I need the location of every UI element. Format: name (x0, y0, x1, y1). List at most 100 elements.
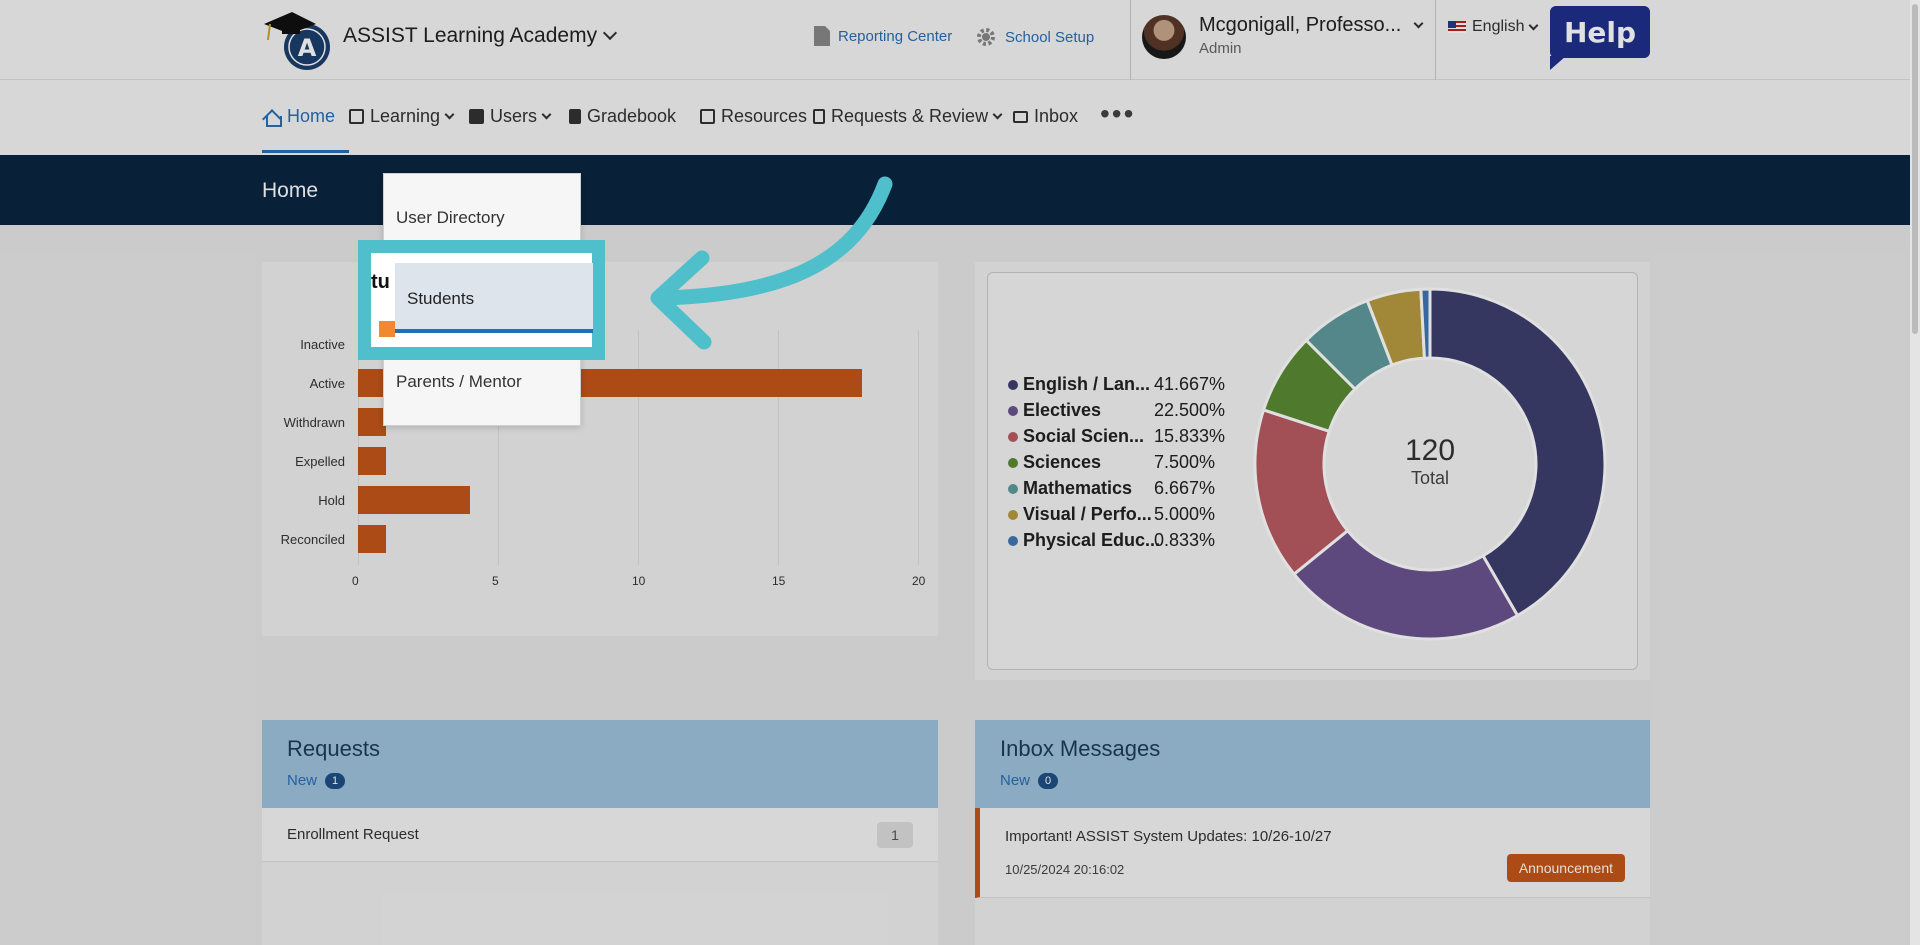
nav-inbox[interactable]: Inbox (1013, 106, 1078, 127)
x-tick-label: 20 (912, 574, 926, 588)
reporting-center-link[interactable]: Reporting Center (814, 26, 952, 46)
bar-peek (379, 321, 395, 337)
nav-users-label: Users (490, 106, 538, 126)
y-category-label: Active (309, 376, 345, 391)
nav-gradebook[interactable]: Gradebook (569, 106, 676, 127)
nav-requests-review-label: Requests & Review (831, 106, 989, 126)
legend-label: Mathematics (1023, 478, 1133, 498)
nav-resources[interactable]: Resources (700, 106, 807, 127)
reporting-center-label: Reporting Center (838, 27, 953, 45)
legend-value: 22.500% (1154, 400, 1226, 420)
user-menu[interactable]: Mcgonigall, Professo... (1199, 14, 1424, 37)
y-category-label: Hold (318, 493, 345, 508)
chart-bar[interactable] (358, 486, 470, 514)
requests-panel: Requests New 1 Enrollment Request 1 (262, 720, 938, 945)
list-item[interactable]: Important! ASSIST System Updates: 10/26-… (975, 808, 1650, 898)
inbox-new[interactable]: New 0 (1000, 772, 1059, 789)
legend-swatch (1008, 510, 1018, 520)
donut-chart (1253, 287, 1607, 641)
school-name: ASSIST Learning Academy (343, 24, 598, 47)
new-count-badge: 1 (325, 772, 346, 789)
menu-item-parents-mentor[interactable]: Parents / Mentor (396, 372, 522, 391)
donut-slice[interactable] (1428, 287, 1607, 618)
active-tab-indicator (262, 150, 349, 153)
nav-inbox-label: Inbox (1034, 106, 1079, 126)
announcement-badge[interactable]: Announcement (1506, 854, 1625, 882)
legend-value: 41.667% (1154, 374, 1226, 394)
x-tick-label: 10 (632, 574, 646, 588)
divider (1130, 0, 1131, 80)
legend-label: Social Scien... (1023, 426, 1145, 446)
total-value: 120 (1404, 434, 1456, 467)
request-count: 1 (877, 822, 913, 848)
grid-line (498, 330, 499, 565)
menu-item-user-directory[interactable]: User Directory (396, 208, 505, 227)
donut-slice[interactable] (1419, 287, 1432, 360)
chart-bar[interactable] (358, 408, 386, 436)
x-tick-label: 0 (352, 574, 359, 588)
nav-requests-review[interactable]: Requests & Review (813, 106, 1003, 127)
legend-swatch (1008, 536, 1018, 546)
new-count-badge: 0 (1038, 772, 1059, 789)
legend-value: 15.833% (1154, 426, 1226, 446)
school-logo[interactable]: A (262, 2, 332, 72)
inbox-title: Inbox Messages (1000, 736, 1161, 761)
page-banner: Home (0, 155, 1920, 225)
language-selector[interactable]: English (1448, 18, 1539, 36)
nav-users[interactable]: Users (469, 106, 552, 127)
grid-icon (349, 109, 364, 124)
total-label: Total (1410, 468, 1450, 488)
legend-label: Sciences (1023, 452, 1102, 472)
divider (1435, 0, 1436, 80)
requests-new[interactable]: New 1 (287, 772, 346, 789)
donut-total: 120 Total (1370, 434, 1490, 489)
menu-item-students[interactable]: Students (395, 263, 593, 333)
legend-value: 6.667% (1154, 478, 1216, 498)
monitor-icon (700, 109, 715, 124)
message-title: Important! ASSIST System Updates: 10/26-… (1005, 828, 1332, 845)
user-name: Mcgonigall, Professo... (1199, 14, 1402, 36)
legend-swatch (1008, 380, 1018, 390)
home-icon (263, 109, 282, 127)
inbox-panel: Inbox Messages New 0 Important! ASSIST S… (975, 720, 1650, 945)
nav-home[interactable]: Home (263, 106, 335, 127)
nav-gradebook-label: Gradebook (587, 106, 677, 126)
avatar[interactable] (1142, 15, 1186, 59)
request-label: Enrollment Request (287, 826, 419, 843)
top-header: A ASSIST Learning Academy Reporting Cent… (0, 0, 1920, 80)
list-item[interactable]: Enrollment Request 1 (262, 808, 938, 862)
new-label: New (287, 772, 318, 789)
requests-title: Requests (287, 736, 380, 761)
page-scrollbar[interactable] (1910, 0, 1920, 945)
legend-value: 0.833% (1154, 530, 1216, 550)
school-selector[interactable]: ASSIST Learning Academy (343, 24, 618, 48)
donut-slice[interactable] (1291, 528, 1520, 641)
legend-swatch (1008, 432, 1018, 442)
legend-value: 7.500% (1154, 452, 1216, 472)
nav-learning[interactable]: Learning (349, 106, 455, 127)
main-nav: Home Learning Users Gradebook Resources … (0, 80, 1920, 155)
user-icon (469, 109, 484, 124)
legend-swatch (1008, 458, 1018, 468)
school-setup-link[interactable]: School Setup (975, 26, 1094, 48)
chart-bar[interactable] (358, 447, 386, 475)
document-icon (814, 26, 830, 46)
help-button[interactable]: Help (1550, 6, 1650, 70)
language-label: English (1472, 18, 1525, 35)
envelope-icon (1013, 110, 1028, 123)
svg-text:A: A (298, 34, 317, 62)
legend-label: English / Lan... (1023, 374, 1151, 394)
grid-line (638, 330, 639, 565)
chart-bar[interactable] (358, 525, 386, 553)
legend-label: Visual / Perfo... (1023, 504, 1152, 524)
more-menu-icon[interactable]: ••• (1100, 98, 1136, 129)
x-tick-label: 5 (492, 574, 499, 588)
x-tick-label: 15 (772, 574, 786, 588)
y-category-label: Reconciled (280, 532, 345, 547)
legend-value: 5.000% (1154, 504, 1216, 524)
chart-title-peek: tu (371, 271, 390, 293)
inbox-header: Inbox Messages New 0 (975, 720, 1650, 808)
legend-swatch (1008, 406, 1018, 416)
page-title: Home (262, 179, 319, 202)
y-category-label: Withdrawn (283, 415, 345, 430)
